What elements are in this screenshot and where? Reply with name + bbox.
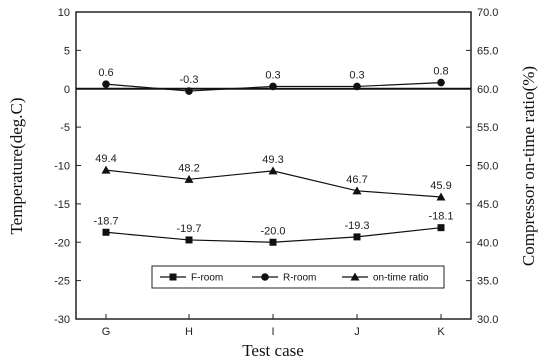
- data-point-f-room: [437, 224, 445, 232]
- right-axis: 70.0 65.0 60.0 55.0 50.0 45.0 40.0 35.0 30.0: [466, 7, 498, 326]
- y2-tick-label: 40.0: [477, 237, 498, 249]
- data-label-on-time-ratio: 46.7: [346, 174, 367, 186]
- y2-axis-title: Compressor on-time ratio(%): [519, 66, 538, 266]
- data-point-f-room: [353, 233, 361, 241]
- legend: F-room R-room on-time ratio: [151, 265, 445, 289]
- y-tick-label: -25: [54, 276, 70, 288]
- data-point-on-time-ratio: [436, 192, 446, 201]
- data-point-r-room: [437, 78, 445, 87]
- data-point-f-room: [185, 236, 193, 244]
- y-tick-label: -5: [60, 122, 70, 134]
- data-point-r-room: [102, 80, 110, 88]
- legend-label-r-room: R-room: [283, 273, 316, 284]
- y-tick-label: -15: [54, 199, 70, 211]
- y2-tick-label: 70.0: [477, 7, 498, 19]
- x-axis: G H I J K: [102, 314, 445, 338]
- data-label-r-room: 0.8: [433, 66, 448, 78]
- y2-tick-label: 55.0: [477, 122, 498, 134]
- legend-marker-f-room: [169, 273, 177, 281]
- data-label-f-room: -20.0: [260, 225, 285, 237]
- y-tick-label: -20: [54, 237, 70, 249]
- data-label-f-room: -18.7: [93, 215, 118, 227]
- x-tick-label: H: [185, 326, 193, 338]
- data-label-on-time-ratio: 45.9: [430, 180, 451, 192]
- data-label-r-room: 0.3: [349, 69, 364, 81]
- y-tick-label: 10: [58, 7, 70, 19]
- x-tick-label: G: [102, 326, 111, 338]
- left-axis: 10 5 0 -5 -10 -15 -20 -25 -30: [54, 7, 81, 326]
- data-label-on-time-ratio: 48.2: [178, 162, 199, 174]
- data-point-r-room: [353, 82, 361, 91]
- x-axis-title: Test case: [242, 341, 304, 360]
- y-tick-label: -10: [54, 161, 70, 173]
- data-label-f-room: -19.7: [176, 223, 201, 235]
- data-point-f-room: [269, 238, 277, 246]
- x-tick-label: K: [437, 326, 445, 338]
- data-label-f-room: -19.3: [344, 220, 369, 232]
- data-point-on-time-ratio: [268, 166, 278, 175]
- data-point-on-time-ratio: [352, 186, 362, 195]
- y2-tick-label: 60.0: [477, 84, 498, 96]
- legend-marker-r-room: [261, 273, 269, 281]
- y2-tick-label: 65.0: [477, 45, 498, 57]
- data-label-r-room: -0.3: [180, 74, 199, 86]
- data-label-on-time-ratio: 49.4: [95, 153, 116, 165]
- y2-tick-label: 45.0: [477, 199, 498, 211]
- legend-marker-on-time-ratio: [350, 272, 360, 281]
- y-tick-label: -30: [54, 314, 70, 326]
- y2-tick-label: 35.0: [477, 276, 498, 288]
- x-tick-label: J: [354, 326, 360, 338]
- data-point-on-time-ratio: [101, 165, 111, 174]
- data-label-f-room: -18.1: [428, 211, 453, 223]
- data-label-r-room: 0.3: [265, 69, 280, 81]
- x-tick-label: I: [271, 326, 274, 338]
- series-layer: -18.7 -19.7 -20.0 -19.3 -18.1 0.6 -0.3 0.3 0.3 0.…: [93, 66, 454, 246]
- y2-tick-label: 30.0: [477, 314, 498, 326]
- y-axis-title: Temperature(deg.C): [7, 97, 26, 234]
- data-point-r-room: [185, 87, 193, 95]
- legend-label-f-room: F-room: [191, 273, 223, 284]
- data-point-f-room: [102, 228, 110, 236]
- y-tick-label: 0: [64, 84, 70, 96]
- y2-tick-label: 50.0: [477, 161, 498, 173]
- data-point-r-room: [269, 82, 277, 91]
- data-label-r-room: 0.6: [98, 67, 113, 79]
- data-label-on-time-ratio: 49.3: [262, 154, 283, 166]
- y-tick-label: 5: [64, 45, 70, 57]
- legend-label-on-time-ratio: on-time ratio: [373, 273, 429, 284]
- data-point-on-time-ratio: [184, 174, 194, 183]
- legend-box: [151, 265, 445, 289]
